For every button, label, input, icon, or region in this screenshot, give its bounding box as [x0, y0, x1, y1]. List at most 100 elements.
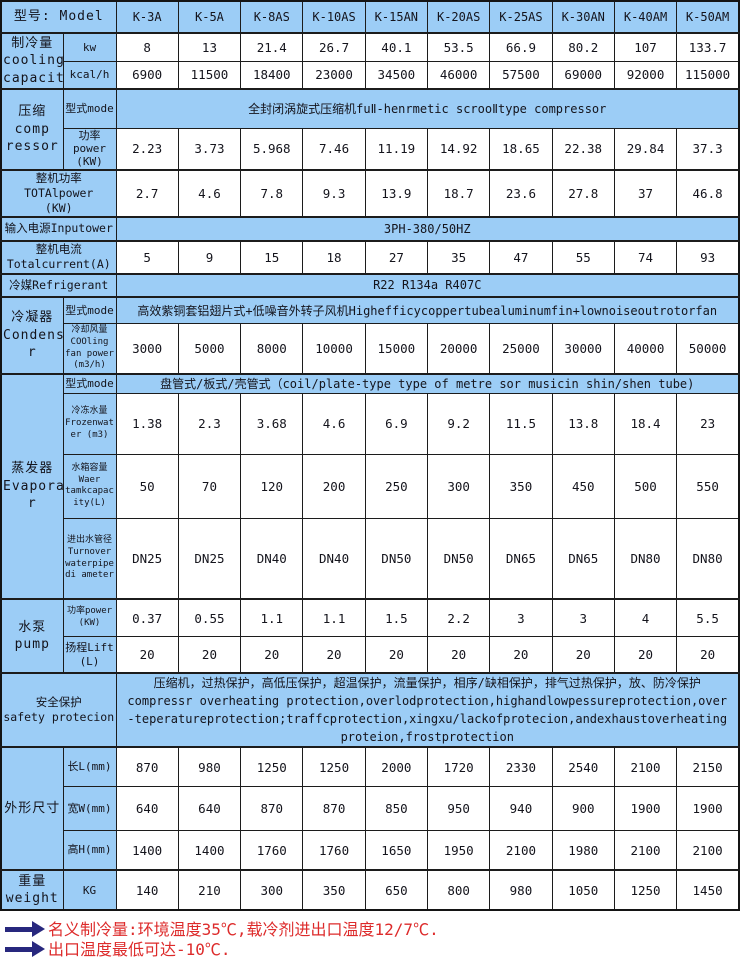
table-row-frozen-water: 冷冻水量 Frozenwat er (m3) 1.38 2.3 3.68 4.6 6.9 9… — [1, 392, 740, 455]
value-cell: 18 — [302, 239, 366, 275]
value-cell: 980 — [177, 746, 242, 787]
table-row-input-power: 输入电源Inputower 3PH-380/50HZ — [0, 215, 740, 242]
value-cell: DN65 — [551, 517, 615, 600]
value-cell: 74 — [613, 239, 678, 275]
value-cell: 3000 — [115, 323, 179, 375]
value-cell: 8 — [115, 32, 179, 62]
value-cell: 2540 — [551, 746, 615, 787]
value-cell: 2.23 — [115, 127, 179, 171]
value-cell: 950 — [426, 785, 491, 831]
value-cell: 500 — [613, 453, 678, 519]
value-cell: 7.8 — [240, 169, 304, 218]
row-label: 冷却风量 COOling fan power (m3/h) — [62, 323, 117, 375]
value-cell: 900 — [551, 785, 615, 831]
value-cell: 7.46 — [302, 127, 366, 171]
value-cell: 9 — [177, 239, 242, 275]
value-cell: 800 — [426, 869, 491, 911]
value-cell: 1980 — [551, 829, 615, 871]
value-cell: 6.9 — [364, 392, 429, 455]
value-cell: 20 — [426, 635, 491, 674]
value-cell: 980 — [489, 869, 553, 911]
value-cell: 1.1 — [302, 598, 366, 637]
value-cell: 1760 — [240, 829, 304, 871]
value-cell: 1760 — [302, 829, 366, 871]
value-cell: 5 — [115, 239, 179, 275]
value-cell: 29.84 — [613, 127, 678, 171]
value-cell: 69000 — [551, 60, 615, 90]
row-label: kw — [62, 32, 117, 62]
spec-table: 型号: Model K-3A K-5A K-8AS K-10AS K-15AN K-20AS… — [0, 0, 740, 912]
value-cell: 210 — [177, 869, 242, 911]
value-cell: 300 — [240, 869, 304, 911]
model-header-cell: K-50AM — [676, 0, 740, 34]
note-text: 名义制冷量:环境温度35℃,载冷剂进出口温度12/7℃. — [48, 920, 439, 940]
merged-value-cell: 高效紫铜套铝翅片式+低噪音外转子风机Highefficycoppertubeal… — [115, 295, 740, 325]
value-cell: 350 — [302, 869, 366, 911]
value-cell: DN40 — [302, 517, 366, 600]
value-cell: 13.8 — [551, 392, 615, 455]
value-cell: 3.73 — [177, 127, 242, 171]
value-cell: 22.38 — [551, 127, 615, 171]
model-header-cell: K-10AS — [302, 0, 366, 34]
value-cell: 18.65 — [489, 127, 553, 171]
value-cell: 450 — [551, 453, 615, 519]
value-cell: 20 — [551, 635, 615, 674]
value-cell: 4.6 — [177, 169, 242, 218]
value-cell: 18.4 — [613, 392, 678, 455]
value-cell: 5000 — [177, 323, 242, 375]
value-cell: 870 — [115, 746, 179, 787]
value-cell: 30000 — [551, 323, 615, 375]
table-row-condenser-mode: 冷凝器 Condense r型式mode高效紫铜套铝翅片式+低噪音外转子风机Hi… — [0, 295, 740, 375]
value-cell: 18400 — [240, 60, 304, 90]
value-cell: 870 — [240, 785, 304, 831]
row-label: 长L(mm) — [62, 746, 117, 787]
merged-value-cell: 盘管式/板式/壳管式（coil/plate-type type of metre… — [115, 372, 740, 394]
value-cell: 140 — [115, 869, 179, 911]
model-header-cell: K-15AN — [364, 0, 429, 34]
value-cell: 50000 — [676, 323, 740, 375]
value-cell: 9.3 — [302, 169, 366, 218]
value-cell: 20 — [177, 635, 242, 674]
row-label: 冷媒Refrigerant — [0, 272, 117, 298]
value-cell: 200 — [302, 453, 366, 519]
row-label: 蒸发器 Evaporato r — [0, 372, 64, 600]
value-cell: 1250 — [613, 869, 678, 911]
right-arrow-icon — [5, 921, 45, 938]
table-row-pump-lift: 扬程Lift (L) 20 20 20 20 20 20 20 20 20 20 — [1, 635, 740, 674]
model-header-cell: K-40AM — [613, 0, 678, 34]
value-cell: 2.7 — [115, 169, 179, 218]
value-cell: 2.3 — [177, 392, 242, 455]
table-row-safety-protection: 安全保护 safety protecion 压缩机，过热保护，高低压保护，超温保护… — [0, 672, 740, 748]
value-cell: 2.2 — [426, 598, 491, 637]
value-cell: 870 — [302, 785, 366, 831]
value-cell: 2100 — [613, 746, 678, 787]
value-cell: 11500 — [177, 60, 242, 90]
value-cell: 5.5 — [676, 598, 740, 637]
row-label: 型式mode — [62, 88, 117, 129]
row-label: 冷冻水量 Frozenwat er (m3) — [62, 392, 117, 455]
value-cell: 15 — [240, 239, 304, 275]
value-cell: 250 — [364, 453, 429, 519]
value-cell: 15000 — [364, 323, 429, 375]
value-cell: 1250 — [302, 746, 366, 787]
row-label: 功率 power (KW) — [62, 127, 117, 171]
value-cell: 46.8 — [676, 169, 740, 218]
value-cell: 20 — [240, 635, 304, 674]
value-cell: 11.19 — [364, 127, 429, 171]
merged-value-cell: R22 R134a R407C — [115, 272, 740, 298]
value-cell: 3 — [489, 598, 553, 637]
note-text: 出口温度最低可达-10℃. — [48, 940, 231, 959]
merged-value-cell: 全封闭涡旋式压缩机fuⅡ-henrmetic scrooⅡtype compre… — [115, 88, 740, 129]
table-row-weight: 重量 weight KG 140 210 300 350 650 800 980 1050 1250… — [0, 869, 740, 911]
value-cell: 18.7 — [426, 169, 491, 218]
row-label: 重量 weight — [0, 869, 64, 911]
value-cell: DN80 — [676, 517, 740, 600]
model-header-cell: K-30AN — [551, 0, 615, 34]
value-cell: 3 — [551, 598, 615, 637]
model-header-cell: K-5A — [177, 0, 242, 34]
value-cell: 92000 — [613, 60, 678, 90]
value-cell: 640 — [177, 785, 242, 831]
value-cell: 26.7 — [302, 32, 366, 62]
value-cell: 1.38 — [115, 392, 179, 455]
value-cell: DN65 — [489, 517, 553, 600]
